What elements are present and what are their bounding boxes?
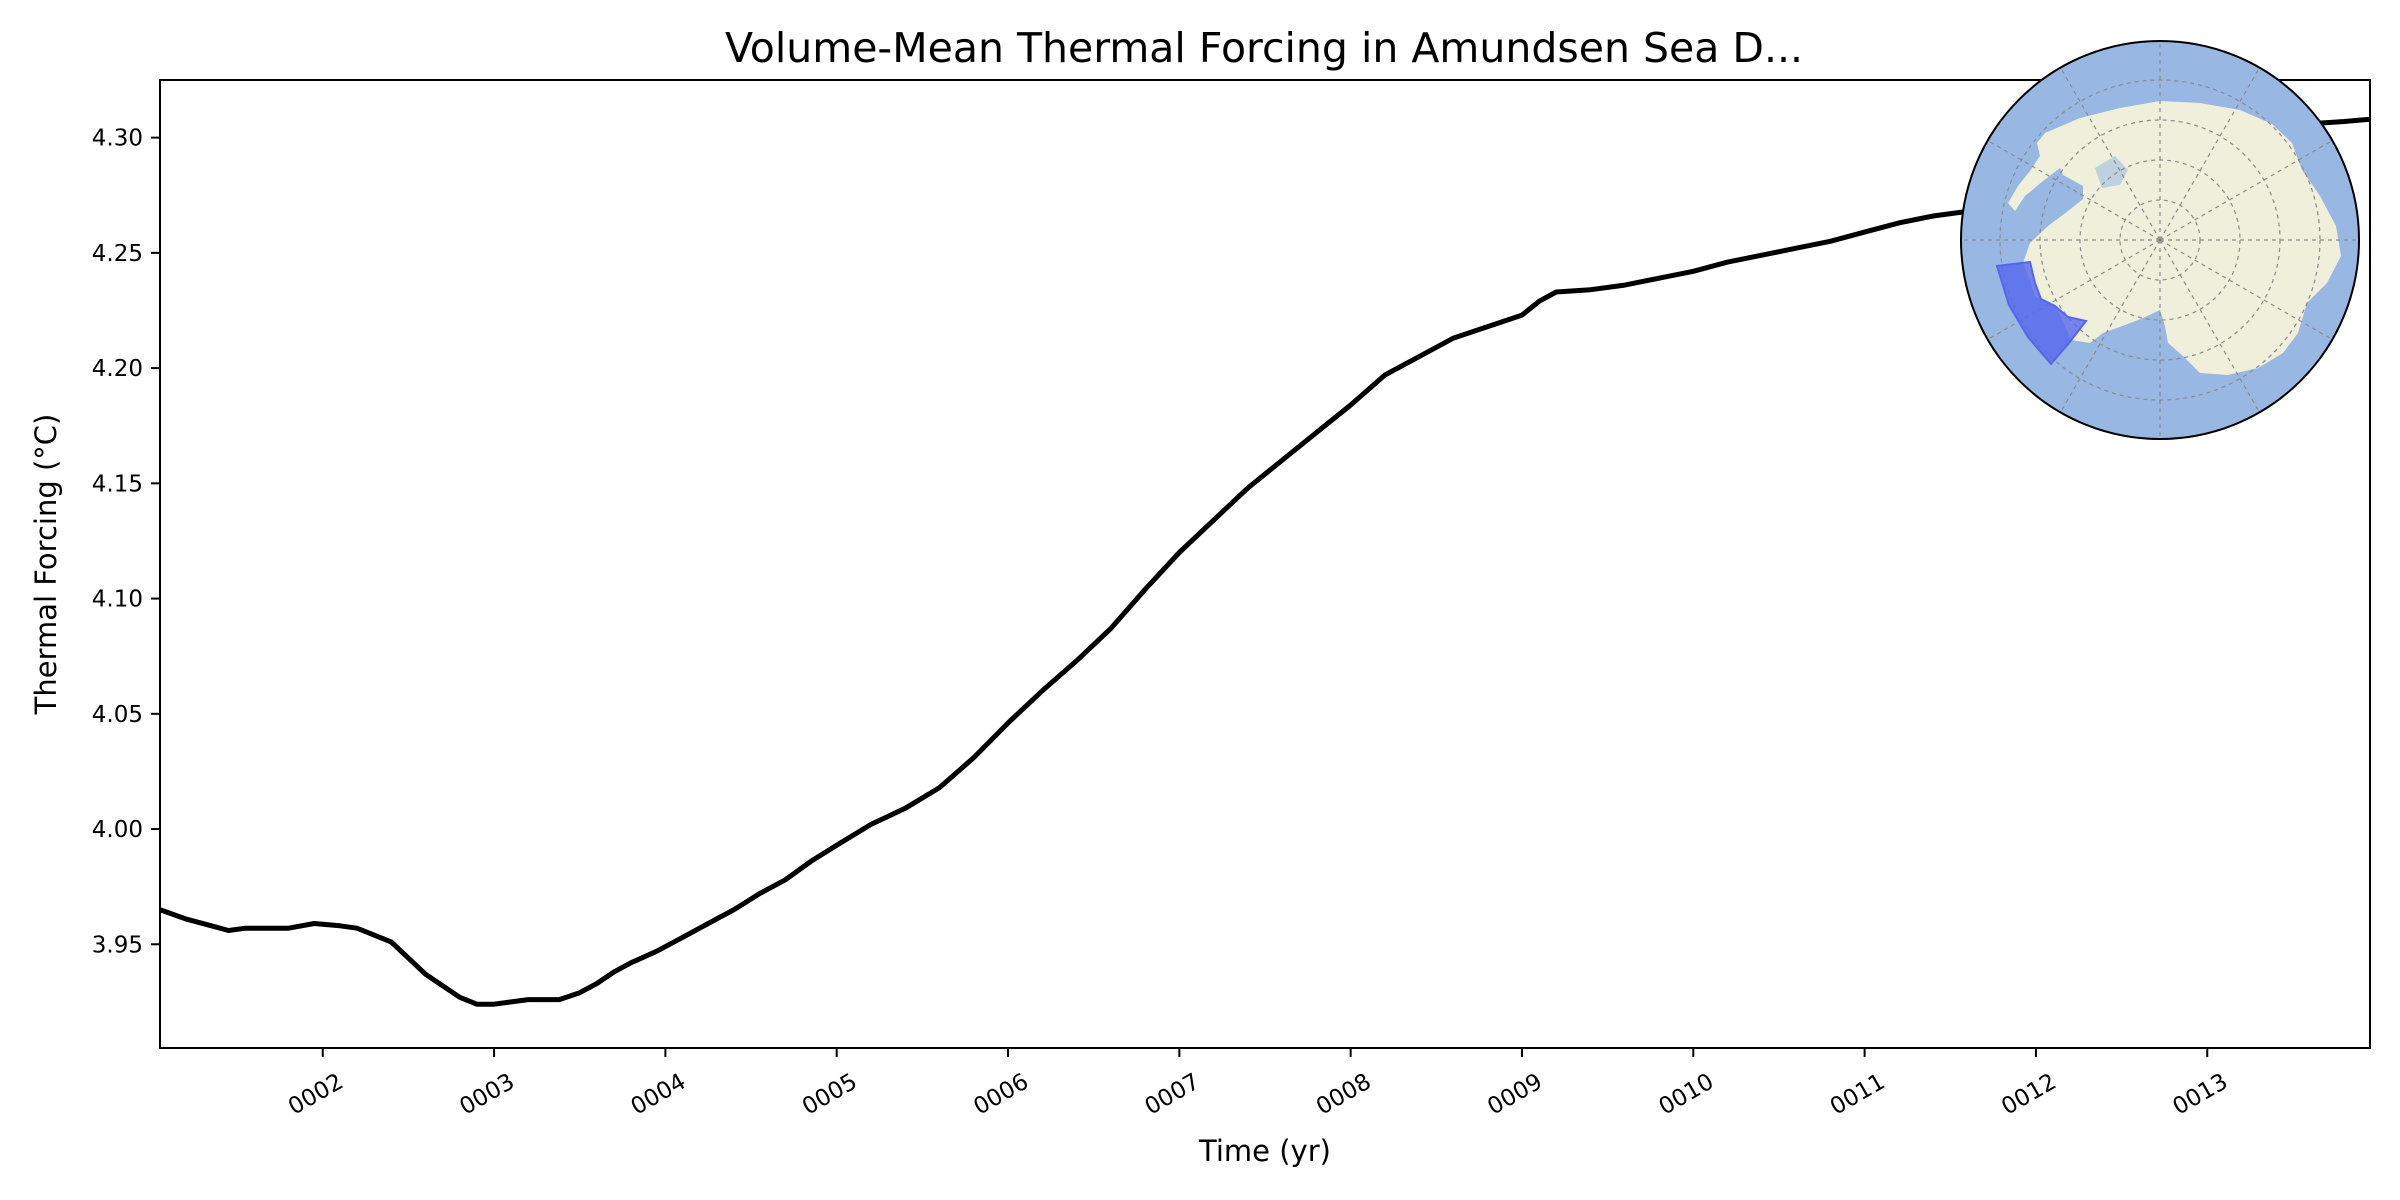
y-tick-label: 4.00 bbox=[92, 817, 143, 843]
y-tick-label: 4.30 bbox=[92, 126, 143, 152]
graticule-meridian bbox=[2059, 66, 2161, 241]
y-tick-label: 4.05 bbox=[92, 702, 143, 728]
series-line bbox=[160, 116, 2370, 1007]
plot-area bbox=[160, 116, 2370, 1007]
y-tick-label: 4.10 bbox=[92, 587, 143, 613]
inset-globe-border bbox=[1960, 40, 2360, 440]
graticule-meridian bbox=[1986, 139, 2161, 241]
inset-antarctica-land bbox=[2008, 101, 2341, 375]
graticule-meridian bbox=[1986, 239, 2161, 341]
axes-frame bbox=[159, 79, 2371, 1049]
inset-amundsen-sea-region bbox=[1995, 260, 2088, 366]
y-tick-label: 4.15 bbox=[92, 471, 143, 497]
graticule-meridian bbox=[2059, 239, 2161, 414]
inset-antarctica-map bbox=[1960, 40, 2360, 440]
y-axis: 3.95 4.00 4.05 4.10 4.15 4.20 4.25 4.30 bbox=[92, 126, 160, 958]
y-tick-label: 4.25 bbox=[92, 241, 143, 267]
graticule-meridian bbox=[2159, 239, 2334, 341]
x-axis-label: Time (yr) bbox=[1198, 1134, 1331, 1168]
y-axis-label: Thermal Forcing (°C) bbox=[29, 414, 63, 716]
y-tick-label: 3.95 bbox=[92, 932, 143, 958]
inset-graticule bbox=[1961, 41, 2359, 439]
chart-title: Volume-Mean Thermal Forcing in Amundsen … bbox=[725, 24, 1803, 72]
graticule-meridian bbox=[2159, 239, 2261, 414]
y-tick-label: 4.20 bbox=[92, 356, 143, 382]
inset-ice-shelf bbox=[2095, 156, 2128, 188]
graticule-meridian bbox=[2159, 139, 2334, 241]
graticule-meridian bbox=[2159, 66, 2261, 241]
